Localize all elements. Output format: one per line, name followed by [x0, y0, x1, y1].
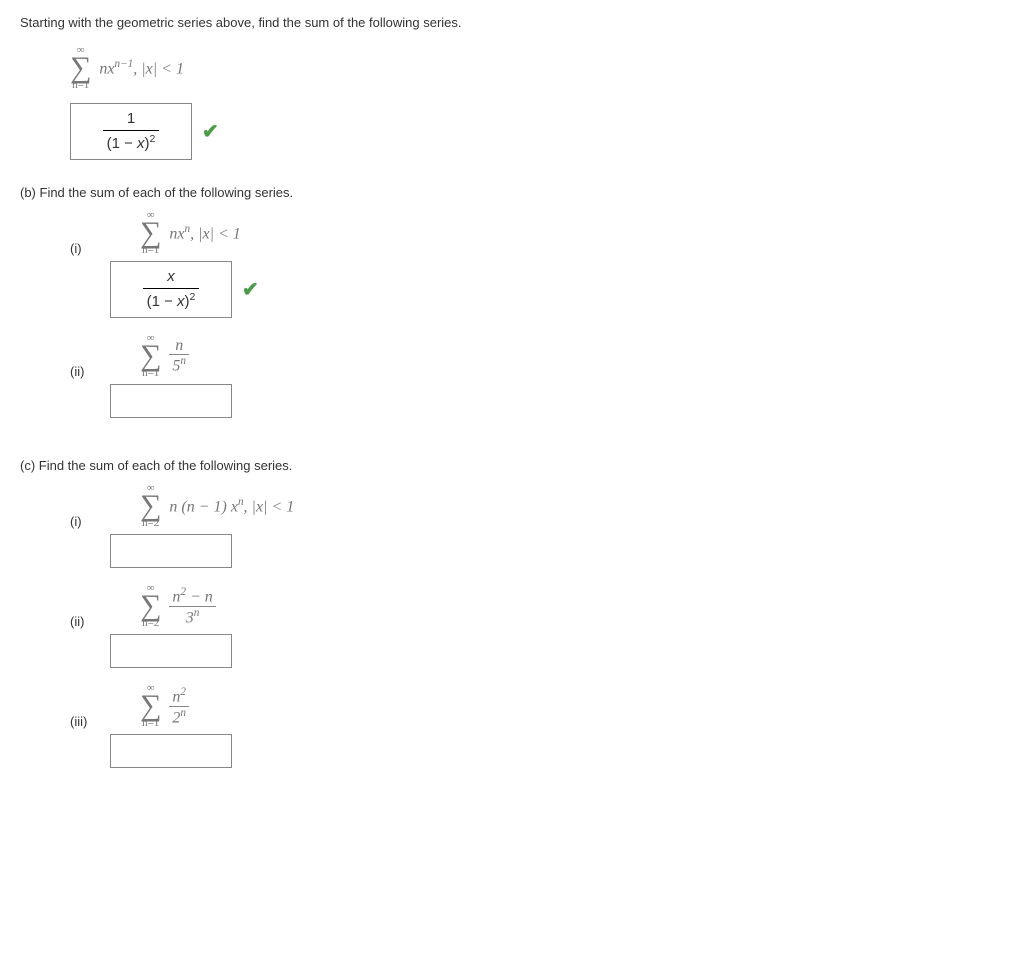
answer-input-b-i[interactable]: x (1 − x)2 [110, 261, 232, 318]
partC-i-series: ∞ ∑ n=2 n (n − 1) xn, |x| < 1 [140, 483, 294, 529]
partC-iii-label: (iii) [70, 714, 100, 729]
answer-input-c-ii[interactable] [110, 634, 232, 668]
series-term: nxn−1, |x| < 1 [99, 58, 184, 78]
answer-input-c-iii[interactable] [110, 734, 232, 768]
partC-iii-series: ∞ ∑ n=1 n2 2n [140, 683, 189, 729]
sigma-symbol: ∞ ∑ n=1 [70, 45, 91, 91]
partB-heading: (b) Find the sum of each of the followin… [20, 185, 1004, 200]
intro-text: Starting with the geometric series above… [20, 15, 1004, 30]
partB-i-series: ∞ ∑ n=1 nxn, |x| < 1 [140, 210, 241, 256]
partC-ii-series: ∞ ∑ n=2 n2 − n 3n [140, 583, 216, 629]
partC-heading: (c) Find the sum of each of the followin… [20, 458, 1004, 473]
partB-i-label: (i) [70, 241, 100, 256]
answer-input-b-ii[interactable] [110, 384, 232, 418]
answer-fraction: 1 (1 − x)2 [103, 110, 160, 153]
partA-series: ∞ ∑ n=1 nxn−1, |x| < 1 [70, 45, 1004, 91]
partC-i-label: (i) [70, 514, 100, 529]
check-icon: ✔ [202, 119, 219, 144]
partB-ii-series: ∞ ∑ n=1 n 5n [140, 333, 189, 379]
partC-ii-label: (ii) [70, 614, 100, 629]
check-icon: ✔ [242, 277, 259, 302]
partB-ii-label: (ii) [70, 364, 100, 379]
answer-input-a[interactable]: 1 (1 − x)2 [70, 103, 192, 160]
answer-input-c-i[interactable] [110, 534, 232, 568]
